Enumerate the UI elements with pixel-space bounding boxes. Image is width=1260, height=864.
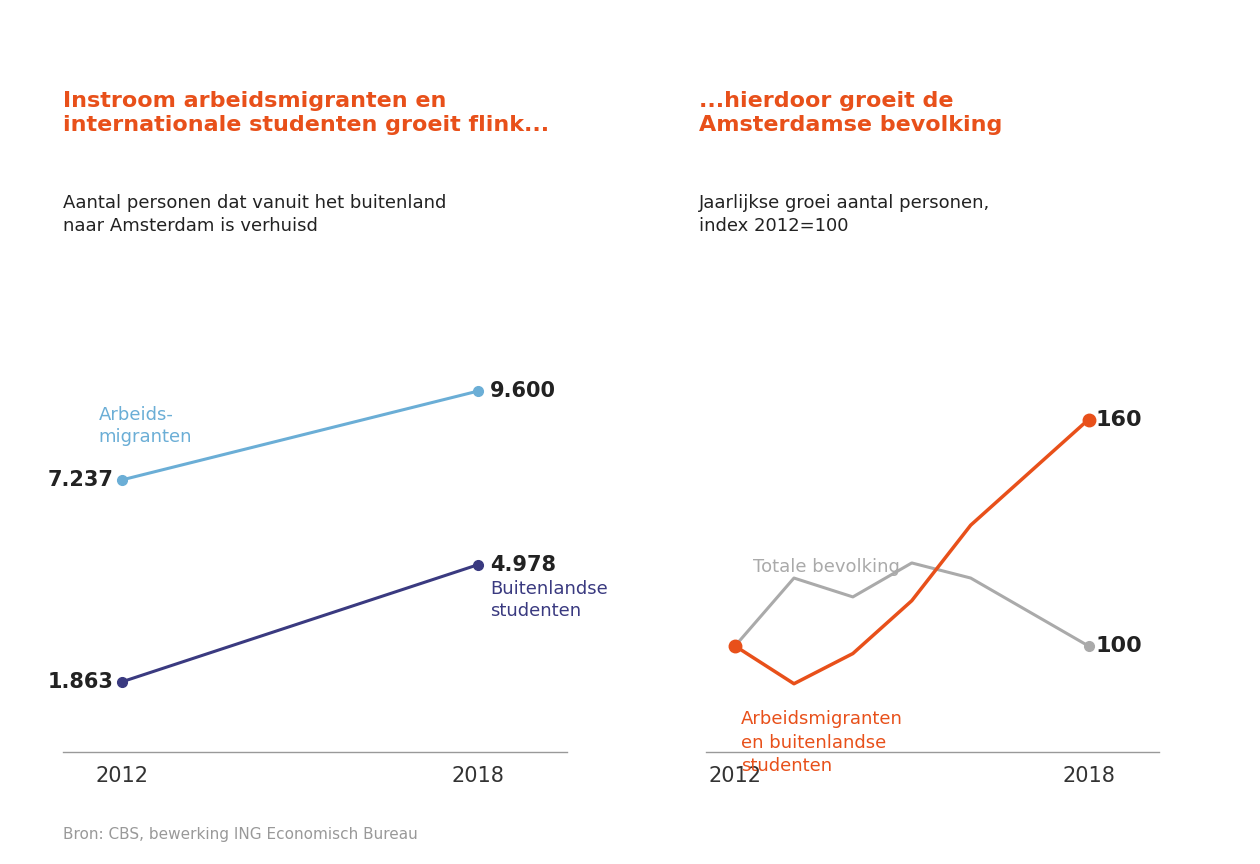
Text: 7.237: 7.237 <box>48 470 113 490</box>
Text: 1.863: 1.863 <box>48 671 113 692</box>
Text: 160: 160 <box>1096 410 1143 429</box>
Text: 100: 100 <box>1096 636 1143 656</box>
Text: Bron: CBS, bewerking ING Economisch Bureau: Bron: CBS, bewerking ING Economisch Bure… <box>63 828 418 842</box>
Text: ...hierdoor groeit de
Amsterdamse bevolking: ...hierdoor groeit de Amsterdamse bevolk… <box>699 91 1003 135</box>
Text: Arbeidsmigranten
en buitenlandse
studenten: Arbeidsmigranten en buitenlandse student… <box>741 710 903 775</box>
Text: Totale bevolking: Totale bevolking <box>752 558 900 575</box>
Text: Arbeids-
migranten: Arbeids- migranten <box>98 406 192 446</box>
Text: Buitenlandse
studenten: Buitenlandse studenten <box>490 580 607 619</box>
Text: Jaarlijkse groei aantal personen,
index 2012=100: Jaarlijkse groei aantal personen, index … <box>699 194 990 235</box>
Text: 9.600: 9.600 <box>490 381 556 401</box>
Text: Instroom arbeidsmigranten en
internationale studenten groeit flink...: Instroom arbeidsmigranten en internation… <box>63 91 549 135</box>
Text: 4.978: 4.978 <box>490 555 556 575</box>
Text: Aantal personen dat vanuit het buitenland
naar Amsterdam is verhuisd: Aantal personen dat vanuit het buitenlan… <box>63 194 446 235</box>
